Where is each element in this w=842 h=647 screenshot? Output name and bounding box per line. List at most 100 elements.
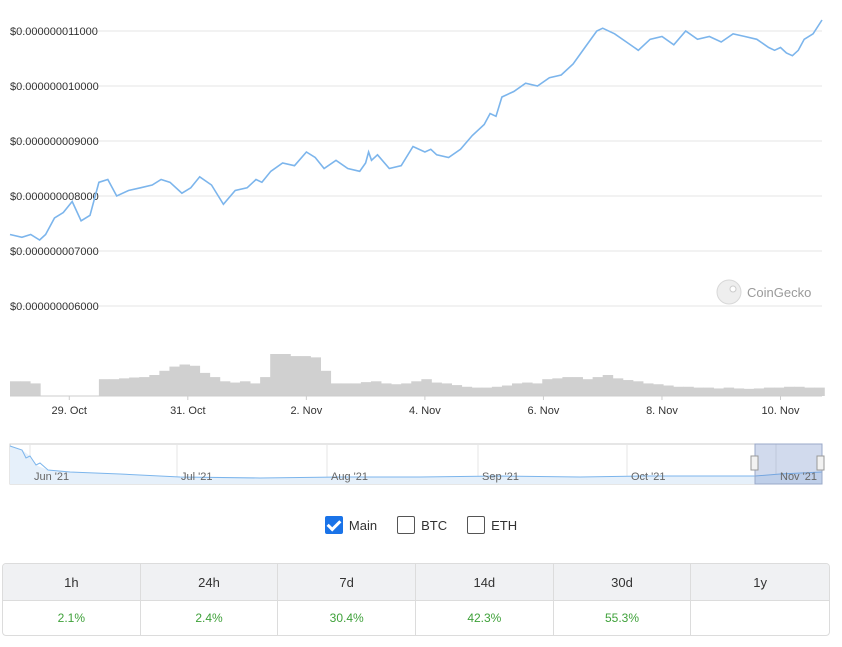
volume-bar: [441, 383, 452, 396]
volume-bar: [20, 381, 31, 396]
volume-bar: [522, 382, 533, 396]
volume-bar: [653, 384, 664, 396]
period-header-1y: 1y: [691, 564, 829, 601]
volume-bar: [330, 383, 342, 396]
volume-bar: [381, 383, 392, 396]
navigator-series-area: [10, 446, 822, 484]
volume-bars: [10, 354, 825, 396]
volume-bar: [10, 381, 21, 396]
volume-bar: [421, 379, 432, 396]
volume-bar: [794, 386, 805, 396]
y-tick-label: $0.000000006000: [10, 301, 99, 313]
volume-bar: [703, 387, 714, 396]
volume-bar: [733, 388, 745, 396]
y-tick-label: $0.000000008000: [10, 191, 99, 203]
coingecko-watermark: CoinGecko: [716, 279, 811, 305]
volume-bar: [773, 387, 785, 396]
y-tick-label: $0.000000010000: [10, 81, 99, 93]
volume-bar: [673, 386, 684, 396]
y-tick-label: $0.000000007000: [10, 246, 99, 258]
volume-bar: [743, 388, 755, 396]
volume-bar: [149, 375, 160, 396]
volume-bar: [219, 381, 231, 396]
volume-bar: [411, 381, 422, 396]
price-line: [9, 19, 823, 241]
toggle-btc-label: BTC: [421, 517, 448, 533]
navigator-selection[interactable]: [754, 443, 823, 485]
navigator[interactable]: Jun '21 Jul '21 Aug '21 Sep '21 Oct '21 Nov '…: [9, 443, 825, 485]
volume-bar: [612, 378, 624, 396]
volume-bar: [753, 388, 765, 396]
volume-bar: [582, 379, 594, 396]
watermark-text: CoinGecko: [747, 285, 811, 300]
volume-bar: [370, 381, 382, 396]
navigator-tick-label: Nov '21: [780, 471, 817, 483]
volume-bar: [471, 387, 483, 396]
y-axis-labels: $0.000000011000 $0.000000010000 $0.0000000…: [10, 26, 99, 313]
toggle-eth[interactable]: ETH: [467, 516, 517, 534]
volume-bar: [30, 383, 41, 396]
series-toggles: Main BTC ETH: [0, 513, 842, 537]
volume-bar: [139, 377, 150, 396]
volume-bar: [300, 356, 311, 396]
volume-bar: [572, 377, 583, 396]
volume-bar: [532, 383, 543, 396]
volume-bar: [491, 386, 503, 396]
navigator-handle-left[interactable]: [750, 455, 759, 471]
x-tick-label: 31. Oct: [170, 405, 205, 417]
x-tick-label: 6. Nov: [528, 405, 560, 417]
volume-bar: [643, 383, 654, 396]
main-checkbox[interactable]: [324, 516, 343, 534]
volume-bar: [481, 387, 493, 396]
volume-bar: [602, 375, 614, 396]
volume-bar: [763, 387, 775, 396]
change-value-30d: 55.3%: [554, 601, 692, 635]
volume-bar: [693, 387, 704, 396]
volume-bar: [622, 380, 634, 396]
x-tick-label: 10. Nov: [762, 405, 800, 417]
navigator-tick-label: Sep '21: [482, 471, 519, 483]
y-tick-label: $0.000000009000: [10, 136, 99, 148]
volume-bar: [360, 382, 372, 396]
x-tick-label: 8. Nov: [646, 405, 678, 417]
volume-bar: [501, 385, 513, 396]
volume-bar: [159, 370, 170, 396]
period-header-7d: 7d: [278, 564, 416, 601]
volume-bar: [542, 379, 553, 396]
volume-bar: [804, 387, 815, 396]
eth-checkbox[interactable]: [467, 516, 486, 534]
volume-bar: [431, 382, 442, 396]
period-header-24h: 24h: [140, 564, 279, 601]
volume-bar: [592, 377, 604, 396]
period-header-14d: 14d: [416, 564, 554, 601]
btc-checkbox[interactable]: [397, 516, 416, 534]
toggle-main[interactable]: Main: [324, 516, 377, 534]
change-value-1h: 2.1%: [3, 601, 141, 635]
volume-bar: [814, 387, 825, 396]
volume-bar: [250, 383, 261, 396]
volume-bar: [270, 354, 281, 396]
navigator-tick-label: Aug '21: [331, 471, 368, 483]
period-header-30d: 30d: [553, 564, 692, 601]
navigator-tick-label: Jun '21: [34, 471, 69, 483]
volume-bar: [340, 383, 352, 396]
toggle-btc[interactable]: BTC: [397, 516, 447, 534]
price-chart[interactable]: $0.000000011000 $0.000000010000 $0.0000000…: [0, 0, 842, 500]
volume-bar: [723, 387, 735, 396]
volume-bar: [461, 386, 473, 396]
volume-bar: [401, 383, 412, 396]
volume-bar: [784, 386, 795, 396]
volume-bar: [260, 377, 271, 396]
volume-bar: [713, 388, 725, 396]
navigator-handle-right[interactable]: [816, 455, 825, 471]
change-value-14d: 42.3%: [416, 601, 554, 635]
volume-bar: [229, 382, 241, 396]
volume-bar: [199, 372, 211, 396]
volume-bar: [119, 378, 130, 396]
x-tick-label: 4. Nov: [409, 405, 441, 417]
x-axis-labels: 29. Oct 31. Oct 2. Nov 4. Nov 6. Nov 8. Nov 10…: [52, 396, 800, 417]
volume-bar: [350, 383, 362, 396]
volume-bar: [663, 385, 674, 396]
volume-bar: [391, 384, 402, 396]
navigator-labels: Jun '21 Jul '21 Aug '21 Sep '21 Oct '21 Nov '…: [34, 471, 817, 483]
